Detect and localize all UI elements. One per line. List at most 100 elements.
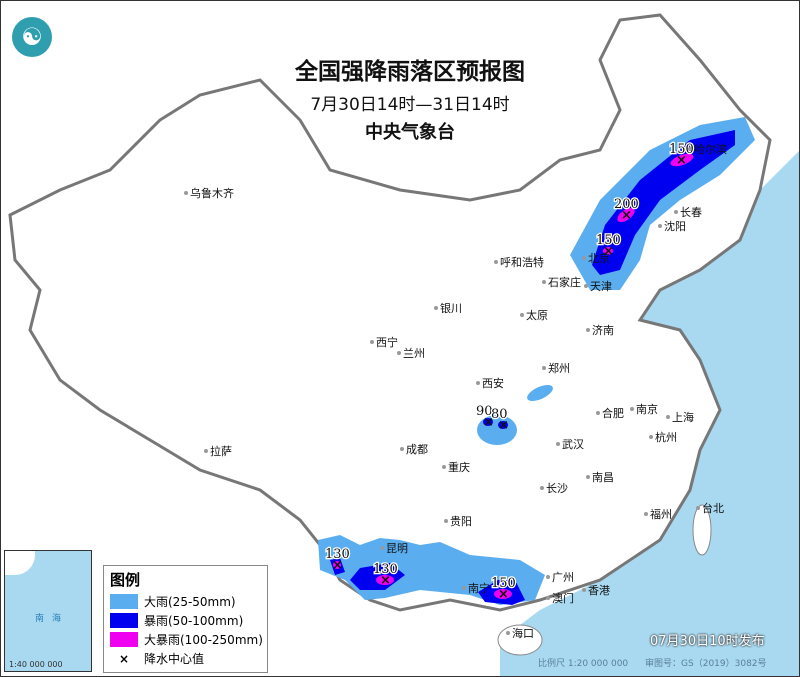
city-label: 南昌 — [592, 471, 614, 484]
city-label: 上海 — [672, 410, 694, 424]
city-label: 太原 — [526, 309, 548, 322]
severe-rainstorm-2 — [617, 207, 635, 223]
cross-icon: × — [483, 415, 494, 430]
heavy-rain-henan — [527, 384, 553, 402]
city-dot — [397, 351, 401, 355]
city-dot — [586, 475, 590, 479]
city-label: 兰州 — [403, 347, 425, 360]
city-dot — [546, 596, 550, 600]
severe-rainstorm-4 — [376, 575, 394, 585]
city-label: 南宁 — [468, 581, 490, 595]
city-dot — [696, 506, 700, 510]
city-dot — [370, 340, 374, 344]
legend-label: 大暴雨(100-250mm) — [144, 633, 263, 647]
city-label: 济南 — [592, 323, 614, 337]
cross-icon: × — [332, 558, 343, 573]
rainstorm-northeast — [592, 130, 735, 275]
rain-center-value: 150 — [596, 233, 621, 248]
severe-rainstorm-1 — [670, 153, 694, 167]
city-label: 贵阳 — [450, 515, 472, 528]
taiwan-island — [692, 504, 712, 556]
agency-name: 中央气象台 — [365, 122, 455, 143]
rain-center-value: 130 — [325, 547, 350, 562]
city-dot — [462, 586, 466, 590]
forecast-period: 7月30日14时—31日14时 — [310, 95, 510, 115]
city-label: 沈阳 — [664, 219, 686, 233]
city-label: 西宁 — [376, 335, 398, 349]
city-label: 长沙 — [546, 482, 568, 495]
city-dot — [582, 588, 586, 592]
rain-center-value: 150 — [491, 576, 516, 591]
city-label: 香港 — [588, 584, 610, 597]
city-dot — [596, 411, 600, 415]
rain-center-value: 200 — [614, 197, 639, 212]
city-dot — [644, 512, 648, 516]
legend-item-heavy-rain: 大雨(25-50mm) — [110, 592, 267, 611]
city-label: 哈尔滨 — [694, 142, 727, 156]
legend-label: 降水中心值 — [144, 652, 205, 666]
map-approval-number: 审图号：GS（2019）3082号 — [645, 659, 767, 669]
rain-center-value: 130 — [373, 562, 398, 577]
city-dot — [542, 280, 546, 284]
city-dot — [542, 366, 546, 370]
city-label: 银川 — [440, 301, 462, 315]
legend-item-severe-rainstorm: 大暴雨(100-250mm) — [110, 630, 267, 649]
city-label: 乌鲁木齐 — [190, 186, 234, 200]
legend-label: 暴雨(50-100mm) — [144, 614, 244, 628]
city-label: 海口 — [512, 626, 534, 640]
city-label: 拉萨 — [210, 444, 232, 458]
legend-title: 图例 — [110, 571, 141, 589]
city-label: 成都 — [406, 443, 428, 456]
city-dot — [688, 147, 692, 151]
city-label: 长春 — [680, 206, 702, 219]
city-dot — [556, 442, 560, 446]
city-dot — [666, 415, 670, 419]
city-dot — [658, 224, 662, 228]
city-dot — [476, 381, 480, 385]
city-label: 南京 — [636, 402, 658, 416]
cross-icon: × — [603, 244, 614, 259]
city-dot — [204, 449, 208, 453]
cross-icon: × — [498, 418, 509, 433]
city-label: 澳门 — [552, 591, 574, 605]
city-label: 郑州 — [548, 361, 570, 375]
city-dot — [444, 519, 448, 523]
city-dot — [540, 486, 544, 490]
city-label: 台北 — [702, 501, 724, 515]
legend-label: 大雨(25-50mm) — [144, 595, 236, 609]
city-dot — [586, 328, 590, 332]
legend-item-rainstorm: 暴雨(50-100mm) — [110, 611, 267, 630]
city-dot — [630, 407, 634, 411]
city-label: 呼和浩特 — [500, 255, 544, 269]
cma-logo: ☯ — [12, 17, 52, 57]
map-footer: 比例尺 1:20 000 000 审图号：GS（2019）3082号 — [538, 656, 781, 669]
cross-icon: × — [621, 208, 632, 223]
cross-icon: × — [676, 153, 687, 168]
south-china-sea-inset: 南海 1:40 000 000 — [4, 550, 92, 672]
rain-areas — [318, 117, 755, 605]
rain-center-markers: ×150×200×150×130×130×150×90×80 — [324, 141, 695, 602]
rain-center-value: 90 — [476, 404, 493, 419]
legend-swatch — [110, 632, 138, 647]
city-dot — [184, 191, 188, 195]
rain-center-value: 150 — [669, 142, 694, 157]
city-dot — [434, 306, 438, 310]
city-dot — [546, 575, 550, 579]
city-dot — [380, 546, 384, 550]
city-dot — [442, 465, 446, 469]
city-dot — [649, 435, 653, 439]
legend-swatch — [110, 613, 138, 628]
issue-time: 07月30日10时发布 — [650, 634, 765, 649]
cross-icon: × — [380, 573, 391, 588]
city-label: 西安 — [482, 376, 504, 390]
city-label: 福州 — [650, 507, 672, 521]
map-title: 全国强降雨落区预报图 — [295, 59, 525, 85]
city-label: 天津 — [590, 280, 612, 293]
inset-scale: 1:40 000 000 — [9, 660, 63, 669]
rainstorm-central-2 — [498, 421, 508, 429]
city-label: 杭州 — [655, 430, 677, 444]
rainstorm-central-1 — [483, 418, 493, 426]
city-dot — [584, 284, 588, 288]
